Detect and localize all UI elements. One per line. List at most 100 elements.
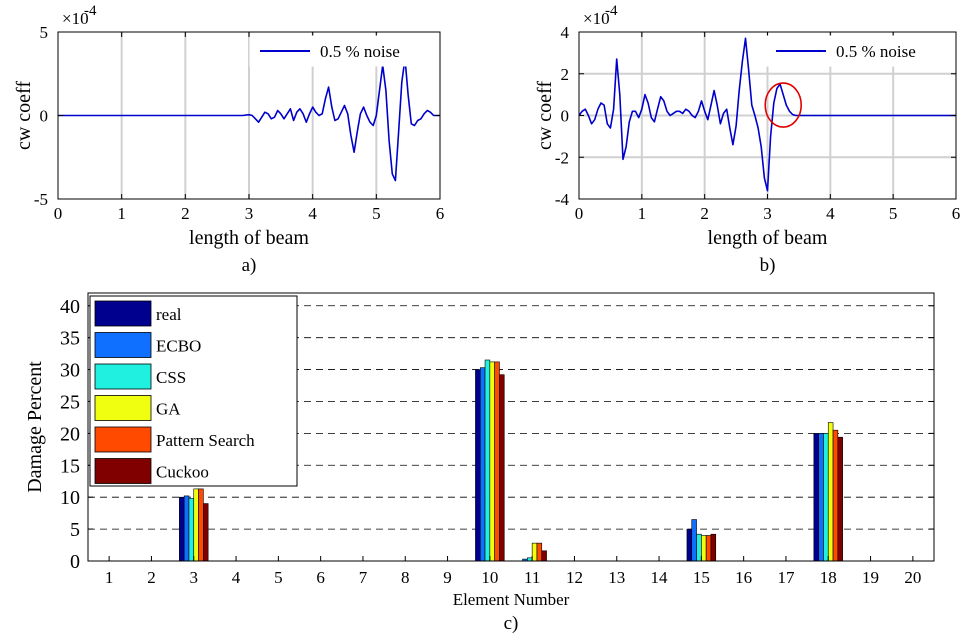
x-tick-label: 2: [700, 204, 709, 223]
series-line: [578, 37, 956, 192]
bar-cuckoo: [541, 550, 547, 562]
x-tick-label: 1: [117, 204, 126, 223]
bar-ga: [193, 488, 199, 562]
bar-ecbo: [691, 519, 697, 562]
x-tick-label: 13: [608, 568, 625, 587]
y-tick-label: 5: [70, 519, 80, 541]
legend-swatch: [94, 395, 152, 421]
panel-c-bar-chart: 1 2 3 4 5 6 7 8 9 10 11 12 13 14 15 16 17 18 19 20051015202…: [24, 292, 935, 634]
bar-ga: [701, 535, 707, 562]
bar-real: [686, 528, 693, 562]
panel-label: a): [242, 255, 257, 276]
y-tick-label: 30: [60, 360, 80, 382]
y-tick-label: 35: [60, 328, 80, 350]
bar-real: [179, 496, 185, 562]
bar-pattern-search: [832, 429, 839, 562]
y-tick-label: 0: [70, 551, 80, 573]
y-tick-label: 20: [60, 423, 80, 445]
y-tick-label: -4: [555, 190, 570, 209]
x-tick-label: 5: [372, 204, 381, 223]
legend-swatch: [94, 363, 152, 390]
x-tick-label: 2: [181, 204, 190, 223]
x-tick-label: 11: [524, 568, 540, 587]
bar-cuckoo: [499, 374, 505, 562]
bar-css: [696, 533, 702, 562]
y-exponent-base: ×10: [62, 9, 89, 28]
bar-ecbo: [183, 495, 190, 562]
x-tick-label: 19: [862, 568, 879, 587]
y-axis-label: cw coeff: [534, 81, 556, 150]
y-tick-label: 0: [40, 107, 49, 126]
x-tick-label: 20: [904, 568, 921, 587]
panel-label: b): [760, 255, 776, 276]
bar-pattern-search: [705, 535, 712, 562]
y-tick-label: 2: [561, 65, 570, 84]
y-tick-label: -2: [555, 148, 569, 167]
bar-cuckoo: [837, 436, 843, 562]
x-tick-label: 15: [693, 568, 710, 587]
legend-label: 0.5 % noise: [836, 42, 916, 61]
y-tick-label: 4: [561, 23, 570, 42]
legend-label: 0.5 % noise: [320, 42, 400, 61]
x-axis-label: Element Number: [453, 590, 570, 609]
bar-pattern-search: [198, 488, 204, 562]
highlight-circle: [764, 82, 803, 128]
y-tick-label: 10: [60, 487, 80, 509]
x-tick-label: 5: [274, 568, 283, 587]
y-axis-label: cw coeff: [13, 81, 35, 150]
y-axis-label: Damage Percent: [24, 361, 46, 493]
y-tick-label: 40: [60, 296, 80, 318]
y-tick-label: 0: [561, 107, 570, 126]
x-tick-label: 14: [651, 568, 669, 587]
x-tick-label: 6: [436, 204, 445, 223]
legend-label: real: [156, 305, 182, 324]
bar-ga: [531, 542, 538, 562]
legend-swatch: [94, 300, 152, 327]
x-tick-label: 1: [105, 568, 114, 587]
legend-label: Pattern Search: [156, 431, 255, 450]
legend-label: GA: [156, 400, 181, 419]
legend-swatch: [94, 426, 152, 453]
x-axis-label: length of beam: [708, 227, 828, 249]
panel-a-line-chart: 0 1 2 3 4 5 6 -5 0 5 ×10-4 length of beam cw coeff a)…: [13, 3, 444, 276]
x-tick-label: 4: [232, 568, 241, 587]
bar-ga: [827, 422, 834, 562]
axes-frame: [87, 292, 935, 562]
x-tick-label: 16: [735, 568, 752, 587]
bar-pattern-search: [494, 361, 500, 562]
x-tick-label: 7: [359, 568, 368, 587]
x-tick-label: 10: [481, 568, 498, 587]
y-exponent-power: -4: [605, 3, 618, 19]
x-tick-label: 18: [820, 568, 837, 587]
x-tick-label: 5: [889, 204, 898, 223]
bar-cuckoo: [203, 503, 209, 562]
x-tick-label: 8: [401, 568, 410, 587]
legend-swatch: [94, 332, 152, 358]
bar-ecbo: [818, 433, 824, 562]
x-tick-label: 6: [316, 568, 325, 587]
x-tick-label: 1: [638, 204, 647, 223]
bar-ga: [489, 361, 495, 562]
x-tick-label: 2: [147, 568, 156, 587]
x-tick-label: 0: [575, 204, 584, 223]
x-axis-label: length of beam: [189, 227, 309, 249]
legend-label: CSS: [156, 368, 186, 387]
y-tick-label: 25: [60, 391, 80, 413]
y-tick-label: -5: [34, 190, 48, 209]
x-tick-label: 3: [245, 204, 254, 223]
y-exponent-base: ×10: [583, 9, 610, 28]
bar-real: [475, 369, 481, 562]
bar-ecbo: [479, 367, 486, 562]
x-tick-label: 0: [54, 204, 63, 223]
x-tick-label: 4: [826, 204, 835, 223]
bar-real: [813, 433, 819, 562]
legend-label: Cuckoo: [156, 463, 209, 482]
x-tick-label: 3: [190, 568, 199, 587]
x-tick-label: 12: [566, 568, 583, 587]
y-tick-label: 15: [60, 455, 80, 477]
legend-label: ECBO: [156, 337, 201, 356]
bar-pattern-search: [536, 542, 543, 562]
x-tick-label: 3: [763, 204, 772, 223]
x-tick-label: 9: [443, 568, 452, 587]
